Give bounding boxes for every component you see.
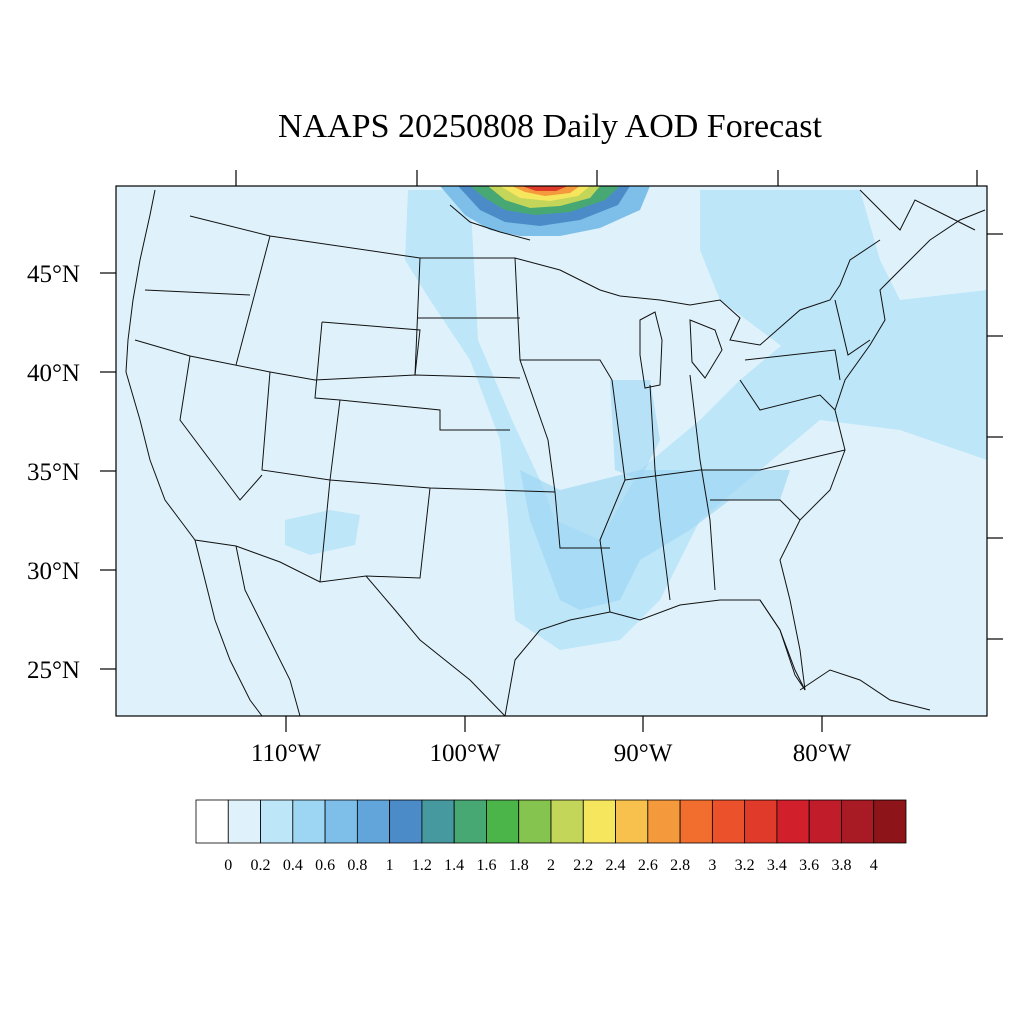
aod-field bbox=[116, 186, 987, 716]
colorbar-swatch bbox=[873, 799, 907, 844]
colorbar-tick-label: 3.6 bbox=[799, 857, 819, 874]
colorbar-swatch bbox=[356, 799, 391, 844]
florida-outline bbox=[759, 599, 806, 691]
colorbar-tick-label: 3.4 bbox=[767, 857, 787, 874]
state-line-virginia bbox=[739, 379, 836, 411]
state-line-alabama bbox=[649, 384, 671, 601]
top-ticks bbox=[235, 170, 978, 186]
cuba-outline bbox=[799, 669, 931, 711]
state-line-colorado bbox=[314, 321, 510, 431]
state-line-pennsylvania bbox=[744, 349, 841, 381]
colorbar-swatch bbox=[195, 799, 229, 844]
colorbar-tick-label: 1.6 bbox=[476, 857, 496, 874]
colorbar-tick-label: 1.8 bbox=[509, 857, 529, 874]
colorbar-swatch bbox=[550, 799, 584, 844]
state-line-1 bbox=[134, 339, 521, 381]
colorbar-swatch bbox=[518, 799, 552, 844]
lat-label-45: 45°N bbox=[27, 261, 80, 288]
state-line-dakotas bbox=[414, 257, 421, 376]
colorbar-tick-label: 1.4 bbox=[444, 857, 464, 874]
colorbar-labels: 0 0.2 0.4 0.6 0.8 1 1.2 1.4 1.6 1.8 2 2.2 2.4 2.6 2.8 3… bbox=[224, 857, 877, 874]
colorbar-swatch bbox=[582, 799, 616, 844]
colorbar-tick-label: 1.2 bbox=[412, 857, 432, 874]
left-ticks bbox=[100, 272, 116, 670]
colorbar-swatch bbox=[324, 799, 358, 844]
colorbar-tick-label: 3.2 bbox=[735, 857, 755, 874]
aod-region-arizona bbox=[285, 510, 360, 555]
lon-label-100: 100°W bbox=[429, 740, 500, 767]
right-ticks bbox=[987, 233, 1003, 640]
colorbar-swatch bbox=[615, 799, 649, 844]
lat-label-25: 25°N bbox=[27, 657, 80, 684]
state-line-iowa bbox=[520, 359, 613, 381]
colorbar-tick-label: 1 bbox=[386, 857, 394, 874]
state-line-tennessee bbox=[624, 449, 846, 481]
bottom-ticks bbox=[285, 716, 823, 732]
colorbar-tick-label: 2 bbox=[547, 857, 555, 874]
state-line-mississippi bbox=[599, 379, 626, 613]
colorbar-swatch bbox=[227, 799, 261, 844]
baja-outline bbox=[194, 539, 263, 716]
colorbar-swatch bbox=[679, 799, 713, 844]
canada-east-coast bbox=[859, 189, 976, 231]
lat-label-30: 30°N bbox=[27, 558, 80, 585]
colorbar-swatch bbox=[841, 799, 875, 844]
colorbar-tick-label: 0.4 bbox=[283, 857, 303, 874]
state-line-nm-tx bbox=[365, 487, 431, 579]
state-line-arizona-nm bbox=[319, 399, 341, 583]
lake-michigan bbox=[639, 311, 663, 389]
colorbar-swatch bbox=[389, 799, 423, 844]
colorbar-tick-label: 0.2 bbox=[251, 857, 271, 874]
colorbar-swatch bbox=[453, 799, 487, 844]
state-line-georgia bbox=[689, 374, 716, 591]
aod-region-northeast bbox=[700, 190, 987, 380]
colorbar-tick-label: 0.8 bbox=[347, 857, 367, 874]
west-coast-outline bbox=[125, 189, 506, 716]
aod-region-south bbox=[520, 470, 790, 610]
colorbar-tick-label: 3.8 bbox=[831, 857, 851, 874]
colorbar-swatch bbox=[647, 799, 681, 844]
colorbar-tick-label: 2.2 bbox=[573, 857, 593, 874]
canada-coast bbox=[449, 204, 531, 241]
lon-label-110: 110°W bbox=[251, 740, 322, 767]
colorbar-tick-label: 0 bbox=[224, 857, 232, 874]
colorbar-tick-label: 2.4 bbox=[606, 857, 626, 874]
lat-label-35: 35°N bbox=[27, 459, 80, 486]
state-line-2 bbox=[144, 289, 251, 296]
colorbar-tick-label: 3 bbox=[708, 857, 716, 874]
smoke-plume-core bbox=[522, 186, 568, 191]
map-frame bbox=[115, 185, 988, 717]
state-line-arkansas bbox=[547, 439, 610, 549]
colorbar-tick-label: 4 bbox=[870, 857, 878, 874]
colorbar-swatch bbox=[711, 799, 746, 844]
state-line-wyoming bbox=[321, 321, 421, 376]
gulf-east-coast-outline bbox=[504, 209, 986, 716]
colorbar-swatch bbox=[808, 799, 842, 844]
lat-label-40: 40°N bbox=[27, 360, 80, 387]
colorbar-tick-label: 0.6 bbox=[315, 857, 335, 874]
map-title: NAAPS 20250808 Daily AOD Forecast bbox=[278, 108, 822, 145]
state-line-new-england bbox=[834, 299, 871, 356]
colorbar-swatch bbox=[260, 799, 294, 844]
aod-region-illinois bbox=[610, 380, 660, 480]
colorbar-swatch bbox=[744, 799, 778, 844]
colorbar-swatch bbox=[421, 799, 455, 844]
state-line-nevada bbox=[179, 355, 263, 501]
colorbar bbox=[195, 799, 907, 844]
colorbar-swatch bbox=[292, 799, 326, 844]
state-line-carolinas bbox=[710, 499, 801, 521]
colorbar-tick-label: 2.6 bbox=[638, 857, 658, 874]
colorbar-swatch bbox=[776, 799, 810, 844]
lon-label-80: 80°W bbox=[793, 740, 852, 767]
northern-border bbox=[189, 215, 601, 291]
state-line-idaho bbox=[235, 235, 271, 366]
colorbar-tick-label: 2.8 bbox=[670, 857, 690, 874]
lon-label-90: 90°W bbox=[614, 740, 673, 767]
boundaries bbox=[125, 189, 986, 716]
michigan-lower bbox=[689, 319, 723, 379]
mexico-west-coast bbox=[235, 545, 301, 716]
colorbar-swatch bbox=[486, 799, 520, 844]
great-lakes-outline bbox=[599, 239, 881, 346]
